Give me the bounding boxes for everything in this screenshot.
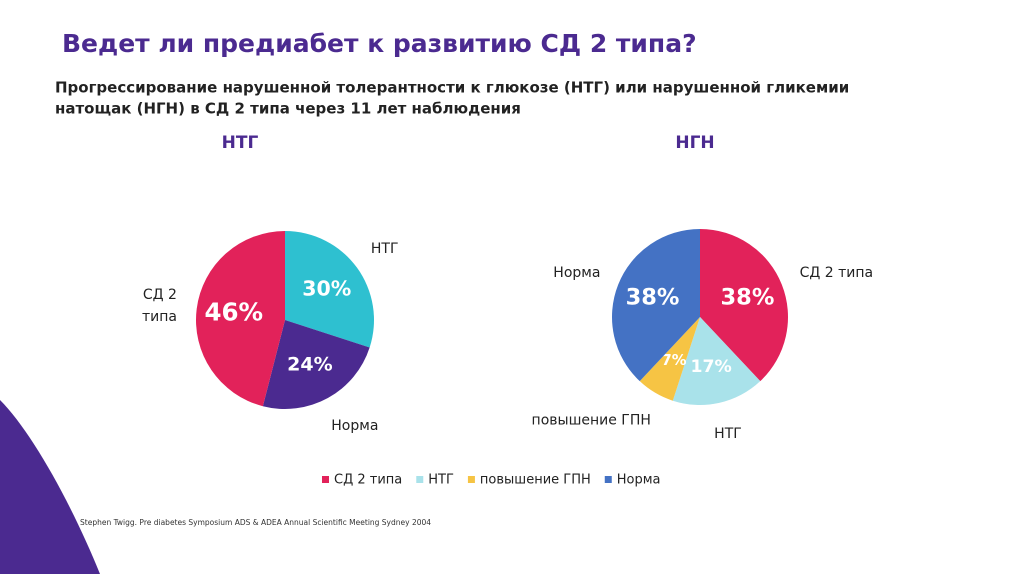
decor-shape — [0, 400, 100, 574]
legend-swatch — [604, 476, 612, 483]
category-label: Норма — [553, 265, 600, 281]
slide-title: Ведет ли предиабет к развитию СД 2 типа? — [62, 29, 697, 58]
pie-slice — [285, 231, 375, 348]
pie-slice — [196, 231, 285, 407]
category-label: Норма — [331, 418, 378, 434]
pie-slice — [262, 320, 370, 409]
legend-label: Норма — [617, 473, 661, 488]
category-label-line: типа — [142, 309, 177, 325]
category-label: СД 2 типа — [142, 287, 177, 325]
legend-swatch — [467, 476, 475, 483]
category-label: НТГ — [371, 241, 399, 257]
value-label: 7% — [661, 352, 686, 369]
subtitle-line: натощак (НГН) в СД 2 типа через 11 лет н… — [55, 100, 521, 118]
category-label: НТГ — [714, 426, 742, 442]
source: Stephen Twigg. Pre diabetes Symposium AD… — [80, 518, 431, 527]
value-label: 24% — [287, 354, 332, 376]
pie-slice — [700, 229, 789, 382]
legend-label: НТГ — [428, 473, 454, 488]
pie-slice — [639, 317, 700, 401]
category-label: повышение ГПН — [532, 412, 651, 428]
pie-slice — [612, 229, 700, 382]
legend-label: СД 2 типа — [334, 473, 402, 488]
chart-title: НТГ — [222, 133, 259, 153]
legend-swatch — [416, 476, 424, 483]
value-label: 46% — [204, 298, 263, 327]
category-label: СД 2 типа — [800, 265, 874, 281]
category-label-line: СД 2 — [143, 287, 177, 303]
chart-title: НГН — [675, 133, 714, 153]
value-label: 38% — [721, 285, 775, 311]
legend-swatch — [322, 476, 329, 483]
legend-label: повышение ГПН — [480, 473, 591, 488]
value-label: 17% — [690, 357, 731, 377]
pie-slice — [672, 317, 761, 405]
value-label: 30% — [302, 277, 351, 301]
subtitle-line: Прогрессирование нарушенной толерантност… — [55, 79, 849, 97]
value-label: 38% — [626, 285, 680, 311]
